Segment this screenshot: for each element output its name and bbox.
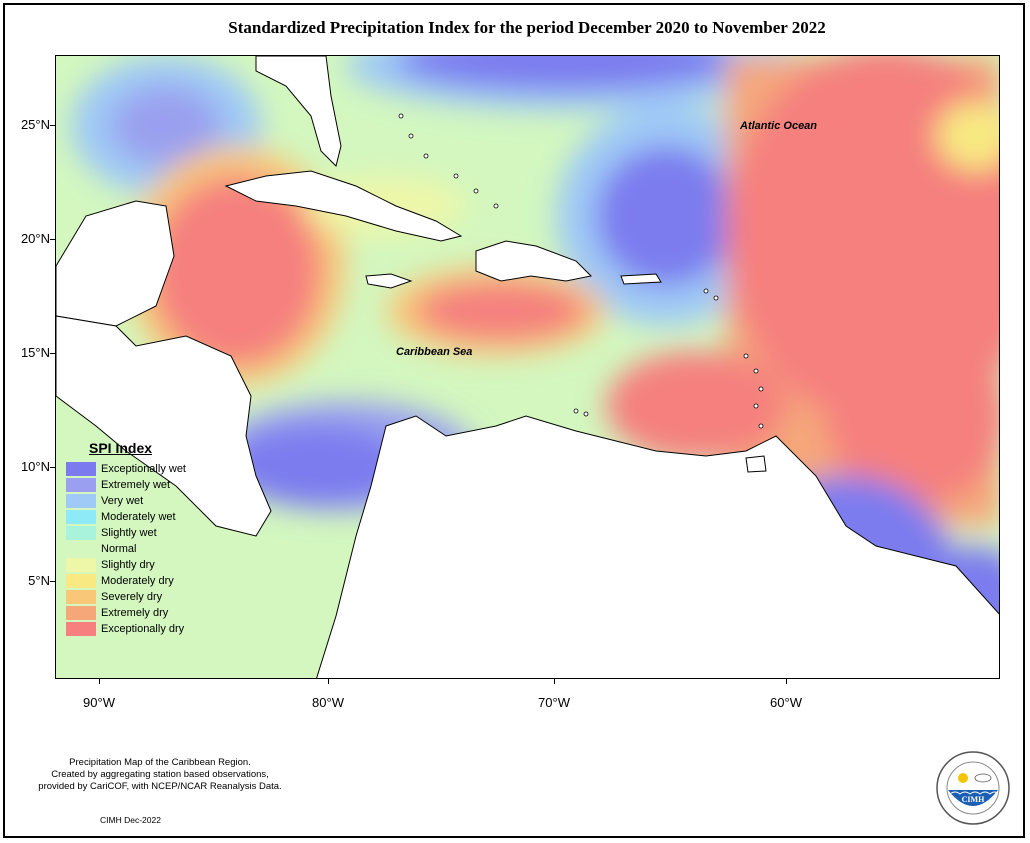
lon-label-90: 90°W	[83, 695, 115, 710]
cimh-logo-icon: CIMH	[935, 750, 1011, 826]
legend-label: Extremely dry	[101, 607, 169, 619]
map-title: Standardized Precipitation Index for the…	[228, 18, 826, 37]
legend-swatch	[66, 462, 96, 476]
legend-label: Slightly wet	[101, 527, 157, 539]
legend-swatch	[66, 510, 96, 524]
legend-item: Slightly dry	[66, 557, 186, 573]
lat-label-20: 20°N	[20, 231, 50, 246]
map-caption: Precipitation Map of the Caribbean Regio…	[10, 757, 310, 793]
lat-label-25: 25°N	[20, 117, 50, 132]
legend-swatch	[66, 606, 96, 620]
caption-line-3: provided by CariCOF, with NCEP/NCAR Rean…	[38, 781, 282, 792]
legend-item: Moderately wet	[66, 509, 186, 525]
spi-map: Atlantic Ocean Caribbean Sea	[55, 55, 1000, 679]
legend-title: SPI Index	[89, 440, 153, 456]
lon-label-70: 70°W	[538, 695, 570, 710]
legend-item: Moderately dry	[66, 573, 186, 589]
legend-label: Extremely wet	[101, 479, 171, 491]
legend-item: Normal	[66, 541, 186, 557]
logo-text: CIMH	[962, 795, 985, 804]
legend-swatch	[66, 542, 96, 556]
legend-swatch	[66, 478, 96, 492]
legend-label: Moderately dry	[101, 575, 174, 587]
lat-label-5: 5°N	[28, 573, 50, 588]
legend-label: Very wet	[101, 495, 144, 507]
label-atlantic-ocean: Atlantic Ocean	[740, 120, 818, 132]
credit-text: CIMH Dec-2022	[100, 815, 161, 825]
legend-swatch	[66, 558, 96, 572]
legend-label: Slightly dry	[101, 559, 155, 571]
legend-label: Exceptionally wet	[101, 463, 186, 475]
lon-label-60: 60°W	[770, 695, 802, 710]
legend-swatch	[66, 526, 96, 540]
lat-label-10: 10°N	[20, 459, 50, 474]
lat-label-15: 15°N	[20, 345, 50, 360]
legend-item: Severely dry	[66, 589, 186, 605]
legend-item: Extremely dry	[66, 605, 186, 621]
legend-item: Slightly wet	[66, 525, 186, 541]
legend-swatch	[66, 622, 96, 636]
legend-item: Exceptionally wet	[66, 461, 186, 477]
legend-label: Severely dry	[101, 591, 163, 603]
legend-swatch	[66, 574, 96, 588]
label-caribbean-sea: Caribbean Sea	[396, 346, 473, 358]
legend-item: Exceptionally dry	[66, 621, 186, 637]
legend-swatch	[66, 590, 96, 604]
legend-swatch	[66, 494, 96, 508]
legend-item: Extremely wet	[66, 477, 186, 493]
lon-label-80: 80°W	[312, 695, 344, 710]
legend-label: Exceptionally dry	[101, 623, 185, 635]
spi-legend: SPI Index Exceptionally wet Extremely wet…	[66, 440, 186, 637]
caption-line-2: Created by aggregating station based obs…	[51, 769, 269, 780]
legend-item: Very wet	[66, 493, 186, 509]
legend-label: Moderately wet	[101, 511, 176, 523]
legend-label: Normal	[101, 543, 137, 555]
caption-line-1: Precipitation Map of the Caribbean Regio…	[69, 757, 251, 768]
